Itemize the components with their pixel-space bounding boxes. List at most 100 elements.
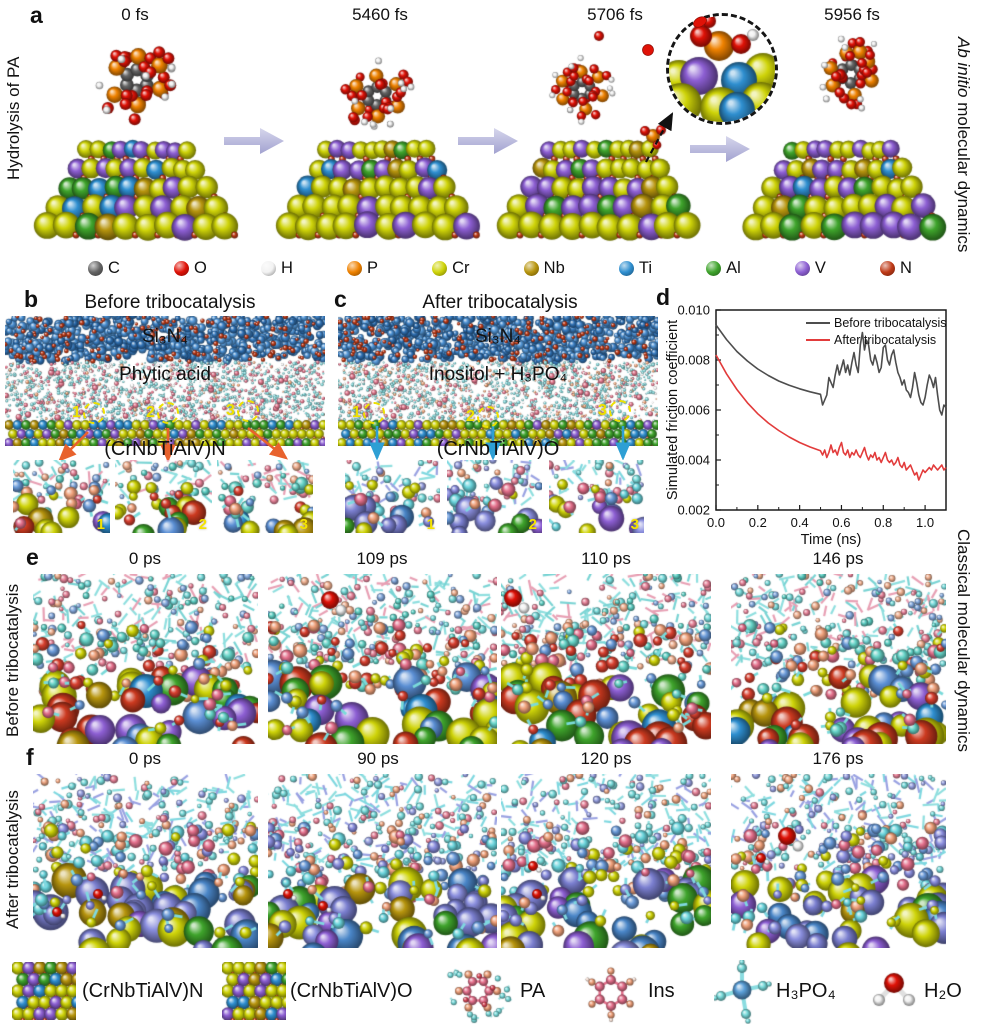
atom-legend-item: Nb — [523, 258, 565, 278]
svg-text:0.004: 0.004 — [677, 453, 710, 468]
f-frame-2-image — [268, 774, 497, 948]
atom-legend-item: C — [88, 259, 120, 278]
atom-p-swatch — [347, 260, 363, 276]
e-frame-3-time: 110 ps — [581, 549, 631, 568]
panel-c-title: After tribocatalysis — [422, 292, 578, 313]
friction-chart-svg: 0.002 0.004 0.006 0.008 0.010 0.0 0.2 0.4 0.6 0.8… — [665, 303, 947, 548]
atom-o-swatch — [174, 260, 190, 276]
atom-legend-item: P — [347, 259, 378, 278]
h2o-label: H₂O — [924, 980, 962, 1002]
atom-h-label: H — [280, 258, 293, 277]
panel-c-structure-image — [338, 316, 658, 446]
oxide-surface-label: (CrNbTiAlV)O — [290, 980, 413, 1002]
svg-text:0.010: 0.010 — [677, 303, 710, 318]
water-molecule-icon — [868, 968, 920, 1016]
friction-chart: 0.002 0.004 0.006 0.008 0.010 0.0 0.2 0.4 0.6 0.8… — [664, 294, 956, 550]
atom-nb-swatch — [523, 260, 539, 276]
phosphoric-acid-icon — [714, 960, 772, 1024]
panel-b-site-2: 2 — [146, 402, 179, 424]
f-frame-4-time: 176 ps — [812, 749, 864, 768]
f-frame-1-image — [33, 774, 258, 948]
panel-c-middle-layer-label: Inositol + H₃PO₄ — [428, 364, 568, 385]
ins-label: Ins — [648, 980, 675, 1002]
atom-n-swatch — [880, 260, 896, 276]
panel-b-structure-image — [5, 316, 325, 446]
atom-legend-item: H — [260, 258, 293, 278]
svg-text:0.008: 0.008 — [677, 353, 710, 368]
inositol-molecule-icon — [580, 962, 642, 1024]
atom-c-label: C — [108, 258, 120, 277]
hydrolysis-zoom-inset-image — [669, 16, 775, 122]
svg-text:0.6: 0.6 — [832, 515, 850, 530]
e-frame-1-time: 0 ps — [128, 549, 162, 568]
panel-b-top-layer-label: Si₃N₄ — [141, 326, 189, 347]
atom-cr-swatch — [432, 260, 448, 276]
panel-c-site-1: 1 — [352, 402, 385, 424]
atom-legend-item: N — [880, 259, 912, 278]
panel-e-left-axis-label: Before tribocatalysis — [3, 583, 22, 737]
right-axis-rest: molecular dynamics — [954, 97, 973, 253]
svg-text:Simulated friction coefficient: Simulated friction coefficient — [665, 320, 681, 500]
panel-c-inset-3: 3 — [549, 460, 644, 533]
atom-h-swatch — [260, 260, 276, 276]
a-frame-2-image — [272, 18, 482, 248]
e-frame-2-time: 109 ps — [356, 549, 408, 568]
svg-text:After tribocatalysis: After tribocatalysis — [834, 333, 936, 347]
panel-b-site-1: 1 — [72, 402, 105, 424]
svg-text:Time (ns): Time (ns) — [801, 532, 862, 548]
svg-text:0.4: 0.4 — [791, 515, 809, 530]
svg-text:0.0: 0.0 — [707, 515, 725, 530]
pa-label: PA — [520, 980, 546, 1002]
e-frame-4-time: 146 ps — [812, 549, 864, 568]
atom-c-swatch — [88, 260, 103, 276]
svg-text:1.0: 1.0 — [916, 515, 934, 530]
panel-d-letter: d — [656, 284, 671, 310]
atom-cr-label: Cr — [452, 258, 470, 277]
atom-ti-label: Ti — [638, 258, 653, 277]
panel-a-left-axis-label: Hydrolysis of PA — [4, 56, 23, 180]
e-frame-2-image — [268, 574, 497, 744]
svg-text:0.8: 0.8 — [874, 515, 892, 530]
panel-b-inset-2: 2 — [115, 460, 212, 533]
hydrolysis-zoom-inset — [666, 13, 778, 125]
panel-f-letter: f — [26, 744, 34, 770]
panel-b-inset-3: 3 — [217, 460, 313, 533]
panel-b-title: Before tribocatalysis — [84, 292, 256, 313]
panel-c-site-3: 3 — [598, 400, 631, 422]
panel-d-right-axis-label: Classical molecular dynamics — [954, 528, 973, 752]
e-frame-4-image — [731, 574, 946, 744]
f-frame-4-image — [731, 774, 946, 948]
atom-color-legend: C O H P Cr Nb Ti Al V N — [88, 252, 912, 284]
panel-b-inset-1: 1 — [13, 460, 110, 533]
f-frame-1-time: 0 ps — [128, 749, 162, 768]
pa-molecule-icon — [442, 956, 514, 1026]
atom-o-label: O — [194, 258, 207, 277]
panel-c-site-2: 2 — [466, 406, 499, 428]
atom-legend-item: Cr — [432, 258, 470, 278]
f-frame-3-image — [501, 774, 711, 948]
svg-text:0.002: 0.002 — [677, 503, 710, 518]
panel-b-site-3: 3 — [226, 400, 259, 422]
panel-b-letter: b — [24, 286, 39, 312]
panel-f-left-axis-label: After tribocatalysis — [3, 790, 22, 930]
oxide-surface-icon — [222, 962, 286, 1020]
atom-legend-item: O — [174, 259, 207, 278]
atom-v-label: V — [814, 258, 826, 277]
panel-c-inset-1: 1 — [345, 460, 440, 533]
f-frame-2-time: 90 ps — [357, 749, 399, 768]
e-frame-1-image — [33, 574, 258, 744]
panel-c-letter: c — [334, 286, 347, 312]
svg-text:0.006: 0.006 — [677, 403, 710, 418]
atom-nb-label: Nb — [543, 258, 565, 277]
atom-al-label: Al — [726, 258, 741, 277]
atom-legend-item: Al — [706, 259, 741, 278]
nitride-surface-icon — [12, 962, 76, 1020]
atom-al-swatch — [706, 260, 722, 276]
panel-a-right-axis-label: Ab initio molecular dynamics — [953, 8, 973, 282]
panel-c-inset-2: 2 — [447, 460, 542, 533]
atom-legend-item: V — [794, 258, 826, 278]
panel-e-letter: e — [26, 544, 39, 570]
atom-n-label: N — [900, 258, 912, 277]
panel-b-surface-label: (CrNbTiAlV)N — [104, 438, 226, 460]
